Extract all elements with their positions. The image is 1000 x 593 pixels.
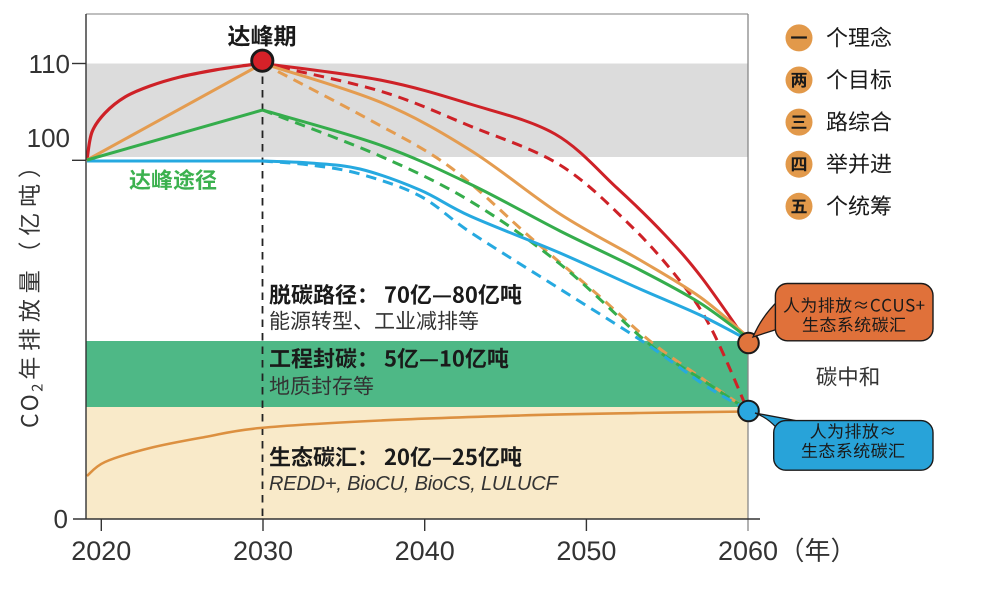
svg-text:2040: 2040 (395, 536, 455, 566)
svg-text:2030: 2030 (233, 536, 293, 566)
svg-text:REDD+, BioCU, BioCS, LULUCF: REDD+, BioCU, BioCS, LULUCF (269, 473, 560, 495)
svg-text:110: 110 (29, 49, 70, 79)
svg-text:2060: 2060 (718, 536, 778, 566)
svg-text:2020: 2020 (71, 536, 131, 566)
svg-text:0: 0 (54, 504, 68, 534)
svg-text:2050: 2050 (556, 536, 616, 566)
svg-text:100: 100 (27, 123, 70, 153)
